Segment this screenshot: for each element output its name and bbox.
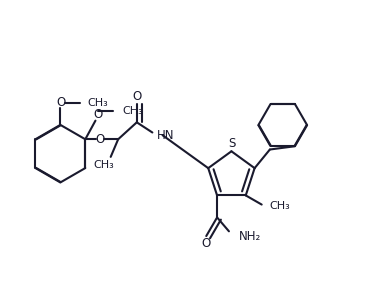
Text: O: O bbox=[132, 90, 141, 103]
Text: O: O bbox=[201, 237, 210, 250]
Text: CH₃: CH₃ bbox=[269, 201, 290, 211]
Text: CH₃: CH₃ bbox=[122, 106, 143, 117]
Text: CH₃: CH₃ bbox=[88, 98, 108, 108]
Text: CH₃: CH₃ bbox=[93, 160, 114, 170]
Text: O: O bbox=[56, 96, 66, 109]
Text: O: O bbox=[95, 133, 104, 146]
Text: NH₂: NH₂ bbox=[239, 230, 261, 243]
Text: S: S bbox=[229, 137, 236, 150]
Text: O: O bbox=[93, 108, 103, 121]
Text: HN: HN bbox=[156, 129, 174, 142]
